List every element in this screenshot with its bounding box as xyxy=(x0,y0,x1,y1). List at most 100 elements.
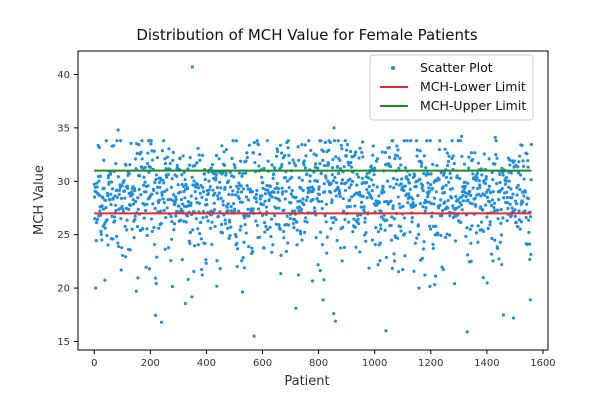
scatter-point xyxy=(103,198,108,202)
scatter-point xyxy=(449,176,453,180)
x-tick-label: 1400 xyxy=(474,358,499,369)
scatter-point xyxy=(226,179,231,183)
scatter-point xyxy=(418,202,422,206)
scatter-point xyxy=(519,220,523,224)
scatter-point xyxy=(336,164,340,169)
scatter-point xyxy=(215,259,219,263)
scatter-point xyxy=(408,173,412,177)
scatter-point xyxy=(255,188,259,193)
scatter-point xyxy=(344,154,348,158)
scatter-point xyxy=(430,214,434,219)
scatter-point xyxy=(237,209,241,213)
scatter-point xyxy=(477,192,481,197)
scatter-point xyxy=(134,199,138,204)
scatter-point xyxy=(210,220,214,224)
scatter-point xyxy=(142,183,146,187)
scatter-point xyxy=(344,181,348,185)
scatter-point xyxy=(489,203,493,207)
scatter-point xyxy=(494,139,498,143)
scatter-point xyxy=(364,231,368,235)
scatter-point xyxy=(221,203,225,207)
scatter-points xyxy=(92,65,534,338)
scatter-point xyxy=(317,185,321,189)
scatter-point xyxy=(441,185,445,189)
scatter-point xyxy=(428,227,433,231)
scatter-point xyxy=(120,253,125,258)
scatter-point xyxy=(133,157,138,161)
scatter-point xyxy=(330,198,334,202)
x-axis-label: Patient xyxy=(284,374,329,389)
scatter-point xyxy=(331,157,335,162)
scatter-point xyxy=(302,163,306,167)
y-axis-ticks: 15 20 25 30 35 40 xyxy=(57,70,78,348)
y-tick-label: 30 xyxy=(57,177,70,188)
scatter-point xyxy=(100,204,104,208)
scatter-point xyxy=(427,200,431,204)
scatter-point xyxy=(408,230,412,234)
scatter-point xyxy=(475,176,479,180)
scatter-point xyxy=(508,163,512,167)
scatter-point xyxy=(383,150,387,155)
scatter-point xyxy=(339,246,343,250)
scatter-point xyxy=(145,233,149,238)
scatter-point xyxy=(493,162,497,166)
scatter-point xyxy=(93,217,97,221)
scatter-point xyxy=(215,284,219,288)
scatter-point xyxy=(181,209,185,214)
scatter-point xyxy=(449,196,454,200)
x-tick-label: 800 xyxy=(309,358,328,369)
scatter-point xyxy=(285,179,290,183)
scatter-point xyxy=(495,246,500,251)
scatter-point xyxy=(245,183,249,188)
y-axis-label: MCH Value xyxy=(32,165,47,235)
scatter-point xyxy=(137,143,141,147)
scatter-point xyxy=(253,160,257,165)
scatter-point xyxy=(511,316,516,320)
scatter-point xyxy=(161,197,165,201)
scatter-point xyxy=(522,194,526,198)
scatter-point xyxy=(350,179,355,184)
scatter-point xyxy=(393,259,397,263)
scatter-point xyxy=(507,185,511,189)
scatter-point xyxy=(247,214,251,218)
scatter-point xyxy=(450,187,454,191)
scatter-point xyxy=(103,226,107,230)
scatter-point xyxy=(396,195,400,199)
scatter-point xyxy=(254,219,258,223)
scatter-point xyxy=(236,187,241,191)
scatter-point xyxy=(241,290,245,294)
scatter-point xyxy=(447,154,451,158)
scatter-point xyxy=(445,232,449,236)
scatter-point xyxy=(379,209,383,213)
scatter-point xyxy=(480,173,484,177)
scatter-point xyxy=(222,150,226,154)
scatter-point xyxy=(263,192,267,196)
scatter-point xyxy=(147,267,152,271)
scatter-point xyxy=(125,218,129,222)
scatter-point xyxy=(499,233,504,237)
scatter-point xyxy=(333,175,337,180)
scatter-point xyxy=(120,204,124,209)
scatter-point xyxy=(172,228,176,232)
scatter-point xyxy=(439,171,443,175)
scatter-point xyxy=(278,198,282,203)
scatter-point xyxy=(417,232,421,236)
scatter-point xyxy=(435,179,439,183)
scatter-point xyxy=(461,193,465,198)
scatter-point xyxy=(223,222,228,226)
scatter-point xyxy=(399,182,403,186)
scatter-point xyxy=(490,236,494,241)
scatter-point xyxy=(322,182,326,186)
scatter-point xyxy=(165,155,170,159)
scatter-point xyxy=(208,184,212,189)
scatter-point xyxy=(231,189,235,193)
scatter-point xyxy=(196,186,201,190)
scatter-point xyxy=(151,202,155,206)
scatter-point xyxy=(451,154,455,158)
scatter-point xyxy=(416,223,421,227)
scatter-point xyxy=(200,195,204,199)
legend-marker-scatter xyxy=(391,66,395,70)
scatter-point xyxy=(309,148,313,152)
scatter-point xyxy=(387,146,391,150)
scatter-point xyxy=(286,146,290,150)
